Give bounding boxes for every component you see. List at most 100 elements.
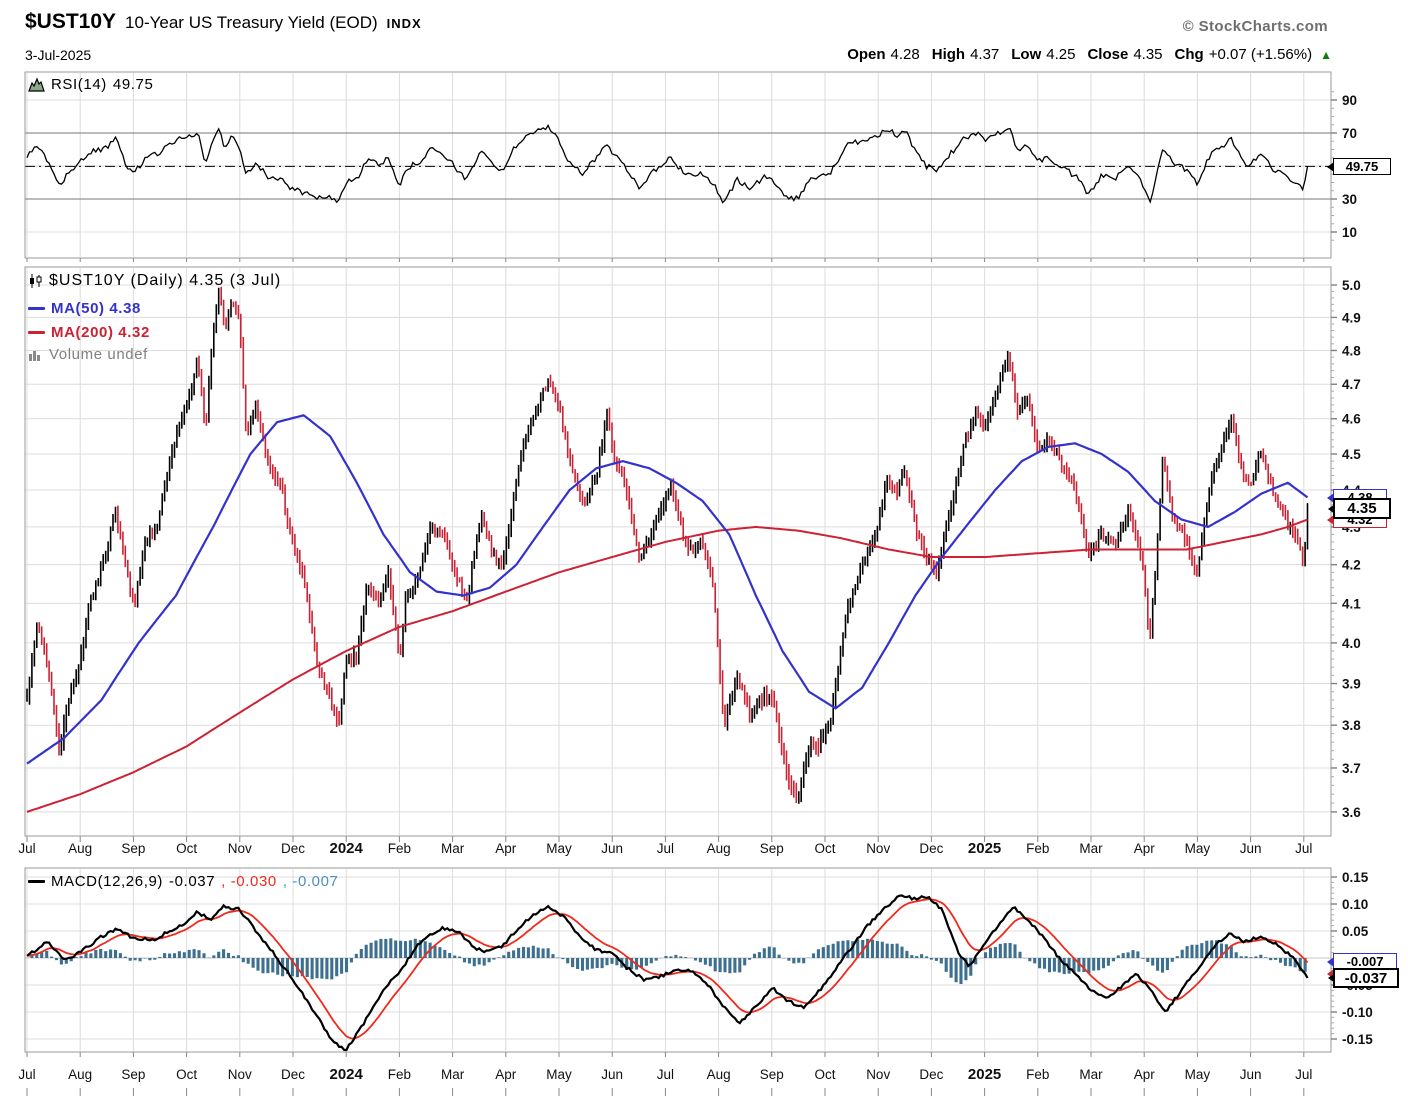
axis-tick-label: 4.2 — [1342, 558, 1361, 573]
candles-up — [26, 287, 1309, 804]
month-label: Dec — [919, 841, 943, 856]
close-label: Close — [1087, 46, 1129, 63]
month-label: Nov — [866, 841, 890, 856]
axis-tick-label: -0.15 — [1342, 1032, 1373, 1047]
month-label: Apr — [1134, 1067, 1156, 1082]
macd-value: -0.037 — [169, 873, 216, 890]
month-label: May — [546, 841, 572, 856]
month-label: Jul — [1295, 1067, 1312, 1082]
month-label: Mar — [1079, 841, 1103, 856]
high-value: 4.37 — [970, 46, 1000, 63]
month-label: May — [546, 1067, 572, 1082]
low-value: 4.25 — [1046, 46, 1076, 63]
macd-signal-value: , -0.030 — [221, 873, 277, 890]
month-label: Mar — [1079, 1067, 1103, 1082]
month-label: Sep — [121, 841, 145, 856]
month-label: Jun — [601, 841, 623, 856]
month-label: Jul — [657, 841, 674, 856]
symbol: $UST10Y — [25, 10, 117, 33]
axis-tick-label: 30 — [1342, 192, 1357, 207]
month-label: Dec — [281, 1067, 305, 1082]
price-legend: $UST10Y (Daily) 4.35 (3 Jul) — [28, 272, 281, 290]
month-label: Aug — [707, 1067, 731, 1082]
ma200-legend: MA(200) 4.32 — [28, 324, 150, 341]
exchange-label: INDX — [386, 16, 422, 31]
month-label: Nov — [228, 1067, 252, 1082]
month-label: Nov — [866, 1067, 890, 1082]
axis-tick-label: -0.10 — [1342, 1005, 1373, 1020]
price-panel-border — [24, 266, 1332, 837]
chart-header: $UST10Y 10-Year US Treasury Yield (EOD) … — [25, 10, 422, 34]
copyright: © StockCharts.com — [1182, 18, 1328, 35]
month-label: May — [1185, 1067, 1211, 1082]
ma200-legend-text: MA(200) 4.32 — [51, 324, 150, 341]
rsi-legend-value: 49.75 — [112, 76, 154, 93]
macd-value-callout: -0.037 — [1328, 968, 1399, 988]
axis-tick-label: 3.8 — [1342, 718, 1361, 733]
chart-date: 3-Jul-2025 — [25, 47, 92, 63]
macd-hist-callout: -0.007 — [1327, 953, 1397, 970]
candles-down — [38, 286, 1304, 803]
month-label: Sep — [760, 841, 784, 856]
chg-value: +0.07 (+1.56%) — [1208, 46, 1313, 63]
last-price-callout: 4.35 — [1328, 498, 1391, 519]
candlestick-icon — [30, 274, 42, 288]
axis-tick-label: 3.7 — [1342, 761, 1361, 776]
month-label: Aug — [68, 1067, 92, 1082]
macd-panel-border — [24, 867, 1332, 1053]
month-label: Sep — [760, 1067, 784, 1082]
month-label: 2025 — [968, 840, 1001, 857]
axis-tick-label: 0.10 — [1342, 897, 1368, 912]
month-label: Sep — [121, 1067, 145, 1082]
axis-tick-label: 4.8 — [1342, 343, 1361, 358]
month-label: Apr — [495, 1067, 517, 1082]
month-label: Nov — [228, 841, 252, 856]
macd-histogram — [30, 938, 1307, 984]
axis-tick-label: 10 — [1342, 225, 1357, 240]
month-label: Mar — [441, 841, 465, 856]
macd-signal-line — [26, 898, 1309, 1040]
axis-tick-label: 90 — [1342, 93, 1357, 108]
ma50-line — [26, 414, 1309, 765]
chg-label: Chg — [1174, 46, 1204, 63]
month-label: Jul — [18, 1067, 35, 1082]
up-arrow-icon: ▲ — [1320, 47, 1332, 62]
axis-tick-label: 3.6 — [1342, 805, 1361, 820]
rsi-line — [26, 124, 1309, 204]
open-label: Open — [847, 46, 886, 63]
month-label: 2024 — [330, 1066, 364, 1083]
low-label: Low — [1011, 46, 1042, 63]
month-label: 2024 — [330, 840, 364, 857]
month-label: Jun — [1240, 1067, 1262, 1082]
macd-legend-name: MACD(12,26,9) — [51, 873, 164, 890]
macd-hist-value: , -0.007 — [282, 873, 339, 890]
axis-tick-label: 0.15 — [1342, 870, 1369, 885]
axis-tick-label: 4.6 — [1342, 412, 1361, 427]
month-label: Feb — [388, 841, 411, 856]
month-label: Feb — [1026, 841, 1049, 856]
ma50-legend-text: MA(50) 4.38 — [51, 300, 141, 317]
month-label: Dec — [919, 1067, 943, 1082]
month-label: Oct — [814, 841, 835, 856]
axis-tick-label: 70 — [1342, 126, 1357, 141]
axis-tick-label: 4.7 — [1342, 377, 1361, 392]
rsi-legend-name: RSI(14) — [51, 76, 107, 93]
page-title: 10-Year US Treasury Yield (EOD) — [125, 13, 378, 32]
month-label: Aug — [68, 841, 92, 856]
month-label: Feb — [388, 1067, 411, 1082]
ma50-legend: MA(50) 4.38 — [28, 300, 141, 317]
rsi-value-callout: 49.75 — [1327, 158, 1391, 175]
quote-bar: Open 4.28 High 4.37 Low 4.25 Close 4.35 … — [847, 46, 1332, 63]
month-label: Apr — [495, 841, 517, 856]
ma200-line-icon — [28, 330, 45, 335]
month-label: Aug — [707, 841, 731, 856]
month-label: Jun — [1240, 841, 1262, 856]
axis-tick-label: 5.0 — [1342, 278, 1361, 293]
macd-legend: MACD(12,26,9) -0.037 , -0.030 , -0.007 — [28, 873, 339, 890]
month-label: Jul — [657, 1067, 674, 1082]
volume-legend: Volume undef — [28, 346, 148, 363]
close-value: 4.35 — [1133, 46, 1163, 63]
axis-tick-label: 4.9 — [1342, 310, 1361, 325]
volume-bars-icon — [29, 350, 40, 361]
